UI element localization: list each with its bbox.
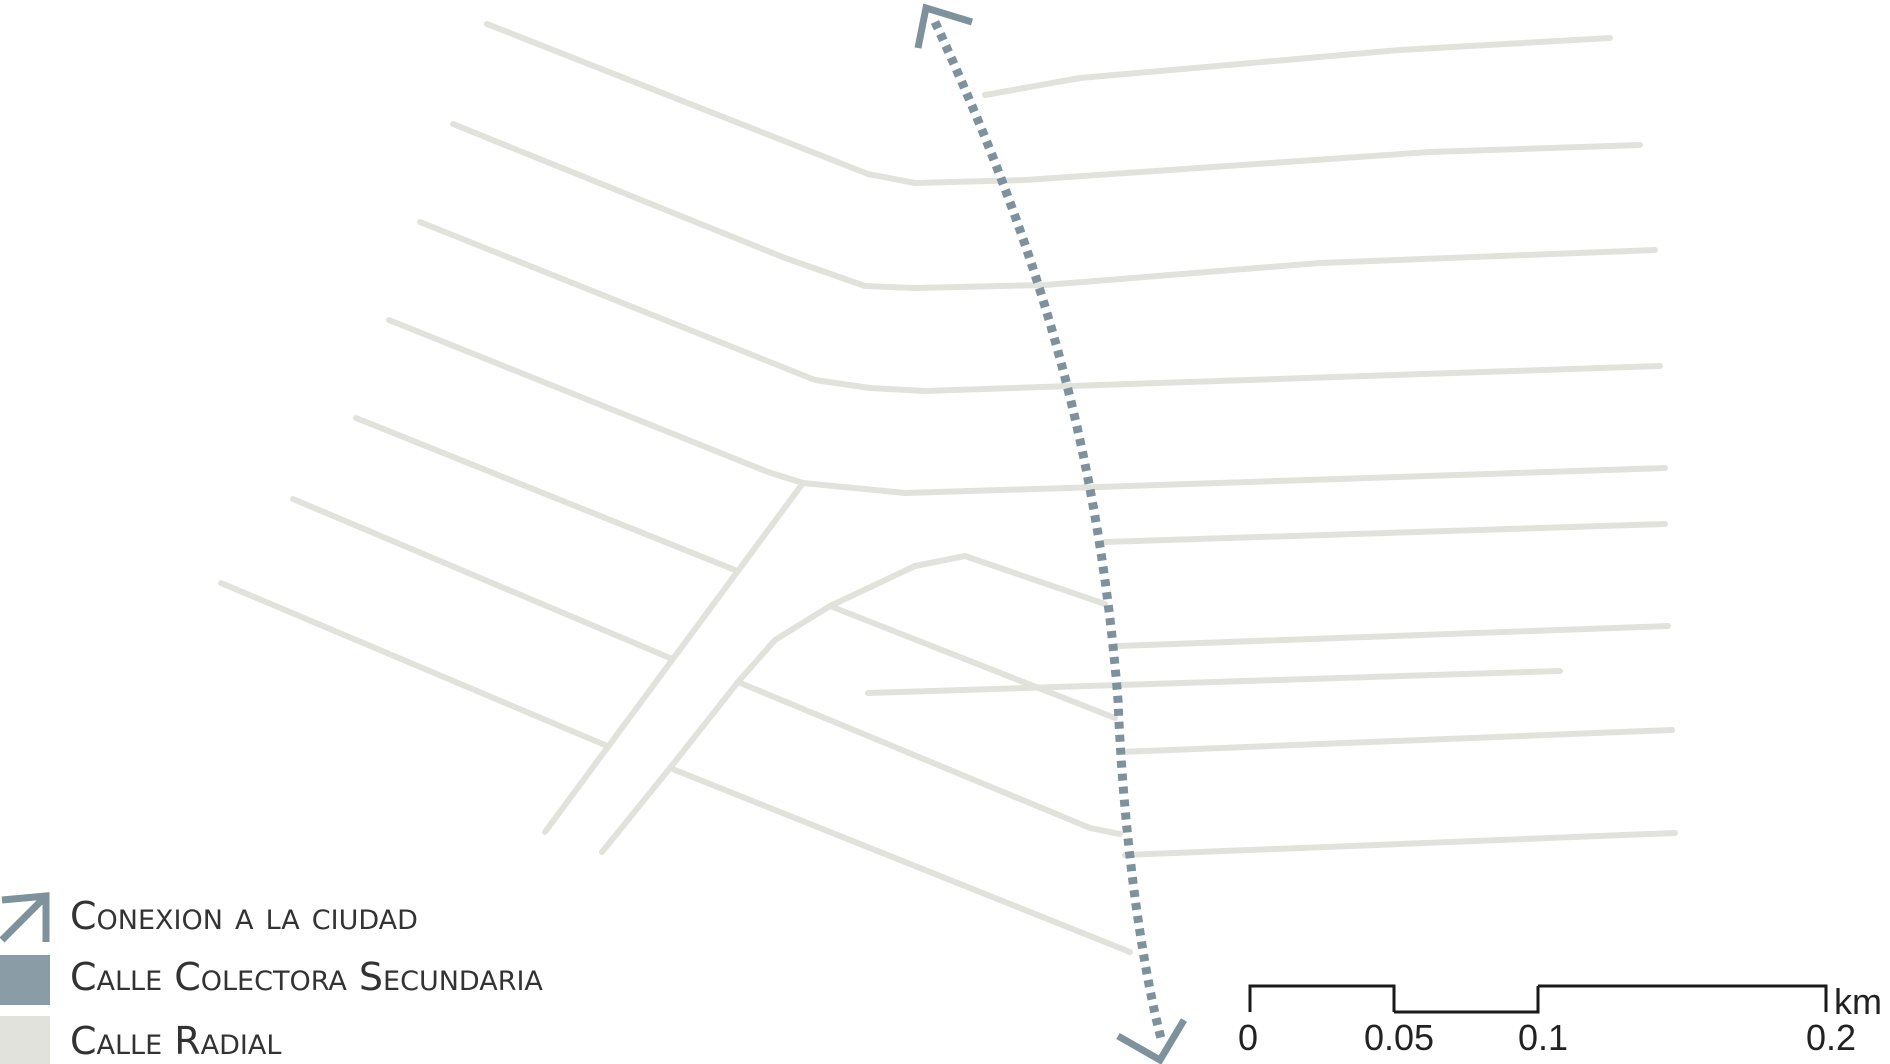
arrow-head-bottom <box>1116 1018 1188 1064</box>
legend-icons <box>0 892 50 1064</box>
radial-street <box>865 668 1563 696</box>
legend-label-radial: Calle Radial <box>70 1019 282 1063</box>
scale-tick-label: 0.1 <box>1518 1017 1569 1058</box>
radial-street <box>735 679 1123 837</box>
radial-street <box>1117 727 1675 755</box>
scale-bar-segment <box>1248 984 1396 1012</box>
scale-tick-label: 0.05 <box>1364 1017 1435 1058</box>
radial-street <box>417 219 928 394</box>
radial-street <box>484 21 918 186</box>
legend-label-conexion: Conexion a la ciudad <box>70 894 418 938</box>
swatch-radial <box>0 1016 50 1064</box>
scale-tick-label: 0 <box>1238 1017 1259 1058</box>
radial-street <box>290 496 673 661</box>
scale-bar-segment <box>1538 984 1828 1012</box>
conexion-dashed-line <box>930 20 1167 1044</box>
radial-street <box>1102 521 1668 545</box>
scale-tick-label: 0.2 <box>1806 1017 1857 1058</box>
scale-bar <box>1248 984 1828 1014</box>
radial-street <box>386 317 908 496</box>
connection-route <box>914 3 1188 1064</box>
radial-street <box>922 363 1663 394</box>
radial-street <box>353 415 738 573</box>
scale-bar-segment <box>1394 986 1540 1014</box>
scale-unit-label: km <box>1834 981 1882 1022</box>
radial-street <box>912 142 1643 186</box>
radial-street <box>450 121 918 291</box>
radial-street <box>218 580 608 748</box>
arrow-icon <box>0 892 50 943</box>
radial-street <box>1115 623 1671 649</box>
radial-street <box>542 480 806 835</box>
radial-street <box>667 553 1108 771</box>
arrow-head-top <box>914 3 974 49</box>
radial-street <box>902 465 1668 496</box>
radial-street <box>599 765 673 855</box>
radial-street <box>912 247 1658 291</box>
radial-street <box>827 603 1118 721</box>
legend-label-colectora: Calle Colectora Secundaria <box>70 955 543 999</box>
radial-street <box>667 765 1133 955</box>
radial-street <box>982 35 1613 98</box>
swatch-colectora <box>0 955 50 1005</box>
radial-streets <box>218 21 1678 955</box>
radial-street <box>1122 830 1678 858</box>
